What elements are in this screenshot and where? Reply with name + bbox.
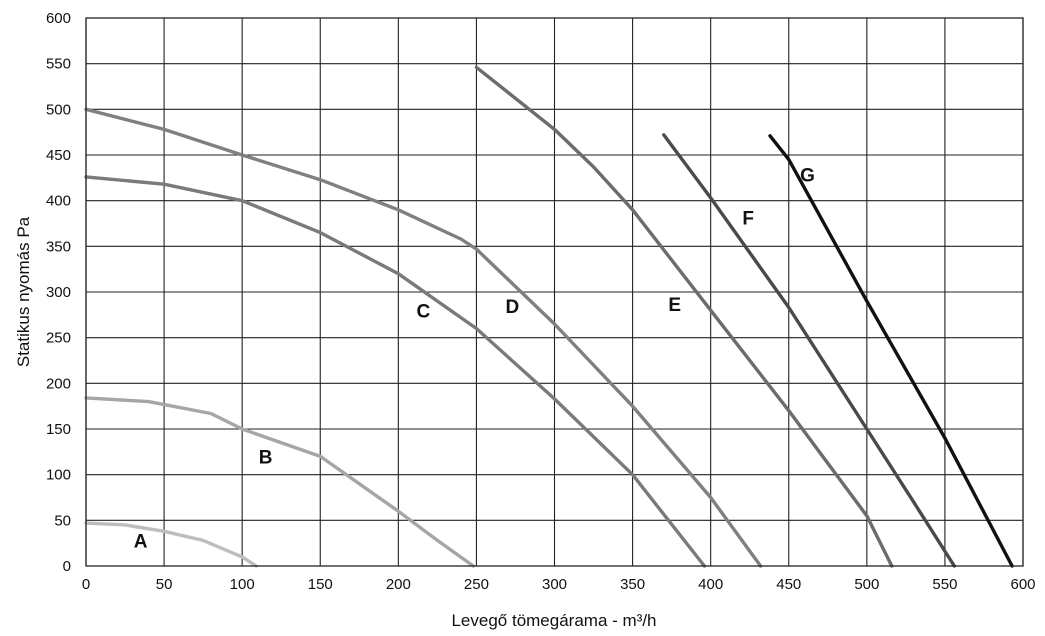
y-tick-label: 100 xyxy=(46,467,71,484)
x-tick-label: 50 xyxy=(156,576,173,593)
series-line-a xyxy=(84,521,258,568)
y-tick-label: 350 xyxy=(46,238,71,255)
y-tick-label: 300 xyxy=(46,284,71,301)
series-line-c xyxy=(84,175,707,568)
plot-frame xyxy=(85,17,1024,567)
y-tick-label: 550 xyxy=(46,56,71,73)
y-tick-label: 500 xyxy=(46,101,71,118)
x-tick-label: 250 xyxy=(464,576,489,593)
x-axis-label: Levegő tömegárama - m³/h xyxy=(451,611,656,630)
x-tick-label: 500 xyxy=(854,576,879,593)
curve-label-d: D xyxy=(505,297,519,318)
grid xyxy=(85,17,1024,567)
y-tick-label: 200 xyxy=(46,375,71,392)
y-tick-label: 450 xyxy=(46,147,71,164)
series-line-d xyxy=(84,107,763,568)
curve-label-e: E xyxy=(668,295,681,316)
series-line-e xyxy=(474,65,894,568)
series-lines xyxy=(84,65,1014,568)
y-axis-label: Statikus nyomás Pa xyxy=(14,216,33,367)
x-tick-label: 350 xyxy=(620,576,645,593)
y-tick-label: 50 xyxy=(54,512,71,529)
x-tick-label: 0 xyxy=(82,576,90,593)
x-tick-label: 400 xyxy=(698,576,723,593)
series-line-f xyxy=(662,133,956,568)
series-line-b xyxy=(84,396,475,568)
x-tick-label: 550 xyxy=(932,576,957,593)
curve-label-c: C xyxy=(416,302,430,323)
x-tick-label: 200 xyxy=(386,576,411,593)
curve-label-g: G xyxy=(800,165,815,186)
curve-labels: A B C D E F G xyxy=(134,165,815,552)
y-tick-label: 250 xyxy=(46,330,71,347)
curve-label-a: A xyxy=(134,532,148,553)
y-tick-label: 150 xyxy=(46,421,71,438)
x-tick-labels: 0 50 100 150 200 250 300 350 400 450 500 550 600 xyxy=(82,576,1036,593)
curve-label-f: F xyxy=(742,208,754,229)
series-line-g xyxy=(768,134,1014,568)
curve-label-b: B xyxy=(259,448,273,469)
y-tick-labels: 0 50 100 150 200 250 300 350 400 450 500 550 600 xyxy=(46,10,71,575)
y-tick-label: 600 xyxy=(46,10,71,27)
x-tick-label: 150 xyxy=(308,576,333,593)
x-tick-label: 100 xyxy=(230,576,255,593)
y-tick-label: 400 xyxy=(46,193,71,210)
y-tick-label: 0 xyxy=(63,558,71,575)
x-tick-label: 600 xyxy=(1010,576,1035,593)
x-tick-label: 300 xyxy=(542,576,567,593)
x-tick-label: 450 xyxy=(776,576,801,593)
